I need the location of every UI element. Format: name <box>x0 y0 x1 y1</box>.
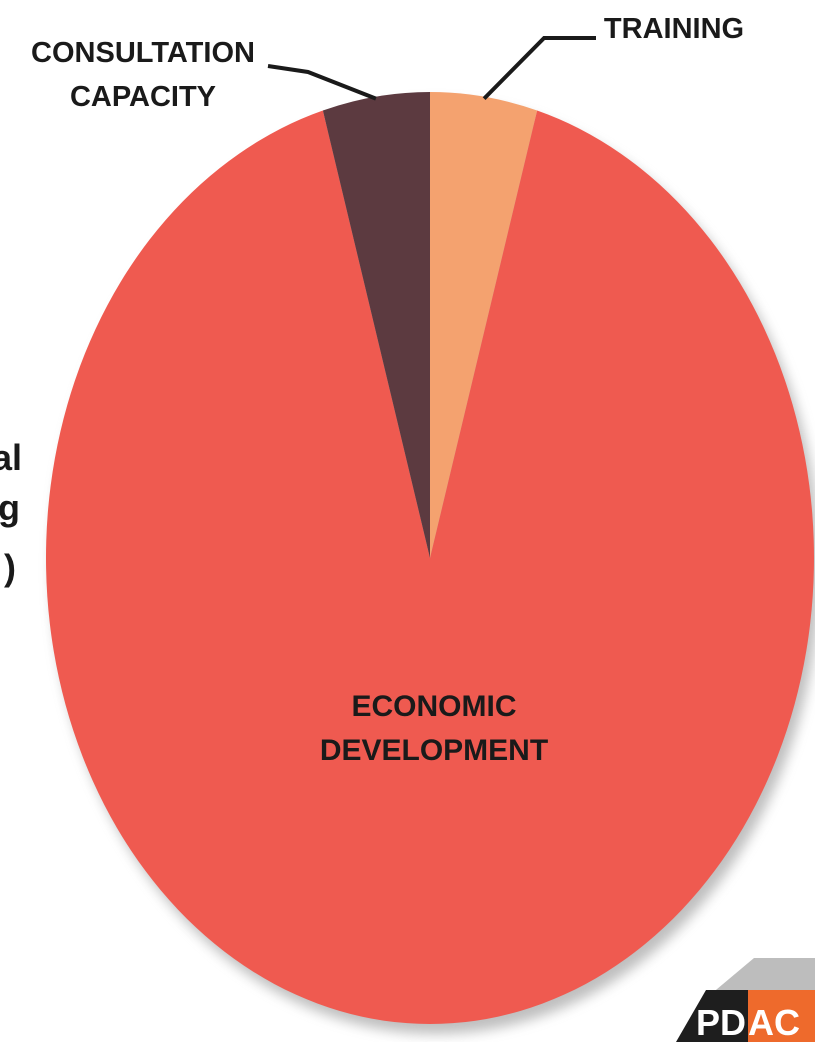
pie-slice-economic-development <box>46 110 815 1024</box>
consultation-leader-line <box>267 64 377 101</box>
training-leader-line <box>482 36 596 101</box>
pie-slice-training <box>430 92 538 558</box>
economic-development-label-line2: DEVELOPMENT <box>320 734 548 767</box>
pdac-logo: PD AC <box>676 958 815 1042</box>
consultation-label-line1: CONSULTATION <box>31 37 255 69</box>
economic-development-label-line1: ECONOMIC <box>352 690 517 723</box>
pdac-logo-text-right: AC <box>748 1002 800 1042</box>
training-label: TRAINING <box>604 13 744 45</box>
pie-slice-consultation-capacity <box>322 92 430 558</box>
pie-slices <box>46 92 815 1024</box>
pdac-logo-text-left: PD <box>696 1002 746 1042</box>
clipped-left-text-2: g <box>0 487 20 528</box>
clipped-left-text-3: ) <box>4 547 16 588</box>
clipped-left-text-1: al <box>0 437 22 478</box>
pdac-logo-orange-band <box>748 990 815 1042</box>
consultation-label-line2: CAPACITY <box>70 81 216 113</box>
